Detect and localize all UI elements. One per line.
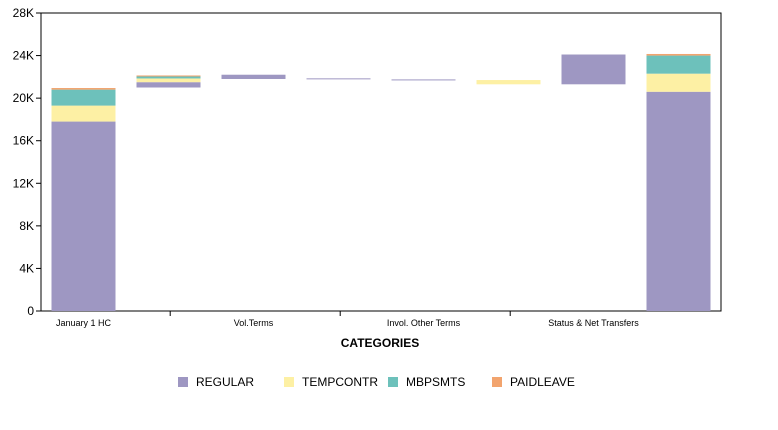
x-tick-label: Vol.Terms (234, 318, 274, 328)
bar-7-regular (561, 54, 626, 85)
x-axis: January 1 HC Vol.Terms Invol. Other Terms S… (56, 311, 639, 328)
bar-8-paidleave (646, 53, 711, 56)
x-tick-label: January 1 HC (56, 318, 112, 328)
plot-frame (40, 12, 722, 312)
bar-3-regular (221, 74, 286, 79)
bar-2-mbpsmts (136, 75, 201, 79)
y-tick-label: 0 (27, 304, 34, 318)
legend-swatch-mbpsmts (388, 377, 398, 387)
bar-8-tempcontr (646, 73, 711, 92)
bar-6-tempcontr (476, 80, 541, 85)
legend-swatch-regular (178, 377, 188, 387)
y-tick-label: 28K (13, 6, 34, 20)
legend-label-mbpsmts: MBPSMTS (406, 375, 465, 389)
bars-layer (51, 53, 711, 311)
x-tick-label: Invol. Other Terms (387, 318, 461, 328)
bar-1-mbpsmts (51, 89, 116, 106)
bar-8-mbpsmts (646, 55, 711, 74)
x-tick-label: Status & Net Transfers (548, 318, 639, 328)
bar-2-regular (136, 82, 201, 88)
x-axis-title: CATEGORIES (341, 336, 419, 350)
bar-1-tempcontr (51, 105, 116, 122)
y-tick-label: 4K (19, 261, 34, 275)
bar-2-paidleave (136, 75, 201, 77)
bar-4-regular (306, 78, 371, 80)
bar-8-regular (646, 91, 711, 311)
legend-label-regular: REGULAR (196, 375, 254, 389)
legend-swatch-tempcontr (284, 377, 294, 387)
y-tick-label: 16K (13, 134, 34, 148)
bar-1-regular (51, 121, 116, 311)
bar-5-regular (391, 79, 456, 81)
legend-label-paidleave: PAIDLEAVE (510, 375, 575, 389)
legend-swatch-paidleave (492, 377, 502, 387)
y-tick-label: 8K (19, 219, 34, 233)
y-tick-label: 20K (13, 91, 34, 105)
bar-1-paidleave (51, 88, 116, 90)
legend-label-tempcontr: TEMPCONTR (302, 375, 378, 389)
y-axis: 0 4K 8K 12K 16K 20K 24K 28K (13, 6, 41, 318)
legend: REGULAR TEMPCONTR MBPSMTS PAIDLEAVE (178, 375, 575, 389)
bar-2-tempcontr (136, 78, 201, 83)
y-tick-label: 24K (13, 49, 34, 63)
y-tick-label: 12K (13, 176, 34, 190)
